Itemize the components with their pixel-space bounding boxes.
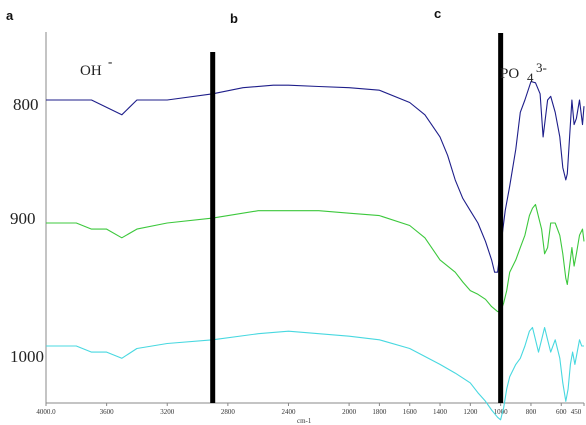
- x-tick-label: 2000: [342, 408, 357, 416]
- x-tick-label: 600: [556, 408, 567, 416]
- x-tick-label: 450: [571, 408, 582, 416]
- band-label-po4: PO 4 3-: [500, 60, 547, 85]
- x-tick-label: 1800: [372, 408, 387, 416]
- x-axis-label: cm-1: [297, 417, 312, 425]
- x-tick-group: 4000.0 3600 3200 2800 2400 2000 1800 1600 1400 12…: [36, 403, 585, 416]
- x-tick-label: 800: [526, 408, 537, 416]
- x-tick-label: 1200: [463, 408, 478, 416]
- series-line-800: [46, 80, 585, 273]
- offset-label-900: 900: [10, 209, 36, 228]
- panel-letter-b: b: [230, 11, 238, 26]
- offset-label-800: 800: [13, 95, 39, 114]
- panel-letter-a: a: [6, 8, 14, 23]
- x-tick-label: 3200: [160, 408, 175, 416]
- x-tick-label: 2400: [281, 408, 296, 416]
- band-label-po4-sub: 4: [527, 70, 534, 85]
- band-label-oh: OH -: [80, 54, 112, 79]
- series-line-1000: [46, 326, 584, 421]
- x-tick-label: 1600: [403, 408, 418, 416]
- reference-line-group: [210, 33, 504, 403]
- x-tick-label: 3600: [100, 408, 115, 416]
- x-tick-label: 1400: [433, 408, 448, 416]
- band-label-oh-text: OH: [80, 63, 102, 79]
- series-group: [46, 80, 585, 421]
- offset-label-1000: 1000: [10, 347, 44, 366]
- band-label-oh-sup: -: [108, 54, 112, 69]
- x-tick-label: 4000.0: [36, 408, 56, 416]
- x-tick-label: 2800: [221, 408, 236, 416]
- band-label-po4-text: PO: [500, 66, 519, 82]
- panel-letter-c: c: [434, 6, 441, 21]
- series-line-900: [46, 203, 585, 313]
- band-label-po4-sup: 3-: [536, 60, 547, 75]
- x-tick-label: 1000: [494, 408, 509, 416]
